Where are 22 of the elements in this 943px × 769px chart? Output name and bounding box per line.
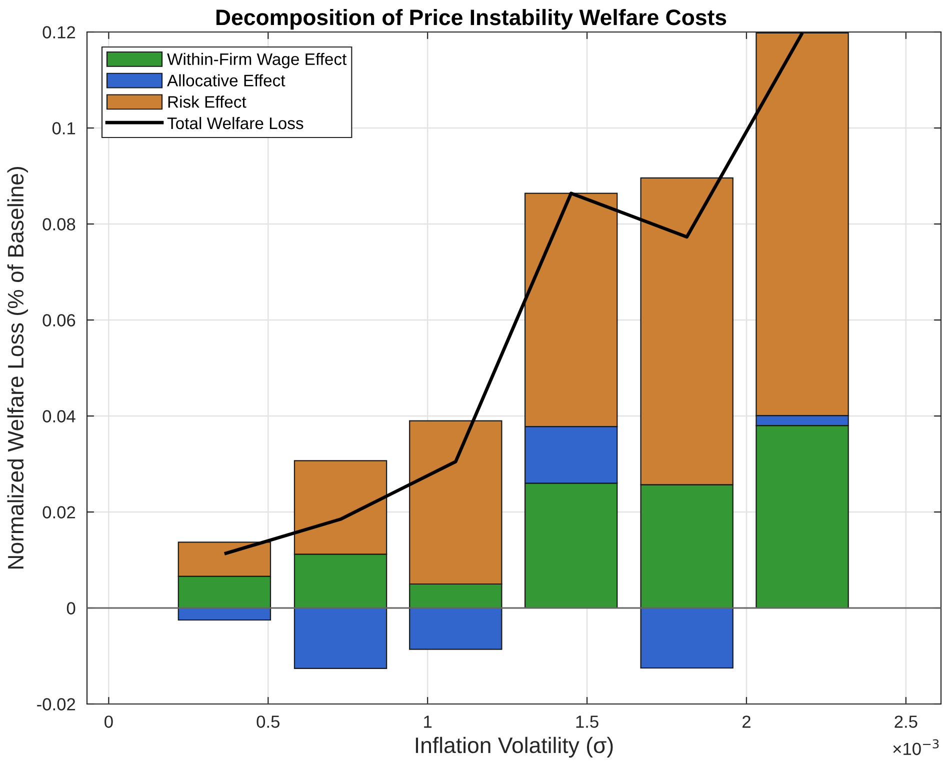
y-tick-label: 0.02 — [42, 506, 76, 518]
chart-title: Decomposition of Price Instability Welfare Costs — [216, 8, 726, 30]
legend-label: Risk Effect — [168, 96, 246, 108]
y-tick-label: 0 — [66, 602, 76, 614]
x-tick-label: 0.5 — [256, 716, 280, 728]
x-tick-label: 2 — [742, 716, 750, 728]
y-tick-label: 0.1 — [52, 122, 76, 134]
y-tick-label: 0.12 — [42, 26, 76, 38]
x-tick-label: 2.5 — [894, 716, 918, 728]
legend-label: Within-Firm Wage Effect — [167, 52, 347, 68]
y-tick-label: -0.02 — [37, 698, 76, 710]
x-tick-label: 1 — [424, 716, 432, 728]
y-tick-label: 0.06 — [42, 314, 76, 326]
text: ×10$^{−3}$ — [893, 739, 939, 756]
x-axis-title: Inflation Volatility (σ) — [416, 736, 613, 758]
legend-label: Allocative Effect — [167, 74, 286, 86]
x-tick-label: 0 — [104, 716, 113, 728]
legend-label: Total Welfare Loss — [167, 116, 304, 130]
y-tick-label: 0.08 — [42, 218, 76, 230]
x-tick-label: 1.5 — [576, 716, 598, 728]
y-axis-title: Normalized Welfare Loss (% of Baseline) — [7, 167, 28, 569]
y-tick-label: 0.04 — [42, 410, 76, 422]
